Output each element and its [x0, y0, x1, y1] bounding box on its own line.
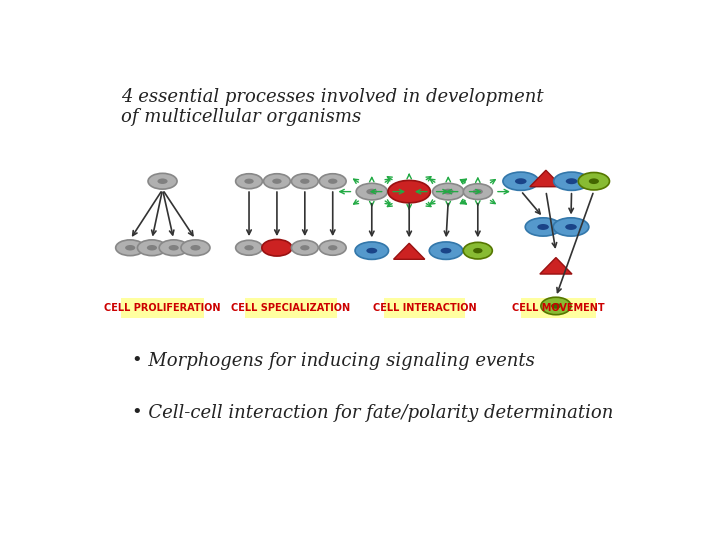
Polygon shape: [394, 244, 425, 259]
Ellipse shape: [168, 245, 179, 251]
Ellipse shape: [190, 245, 201, 251]
Ellipse shape: [356, 183, 387, 200]
Ellipse shape: [463, 242, 492, 259]
Text: CELL PROLIFERATION: CELL PROLIFERATION: [104, 303, 221, 313]
Ellipse shape: [116, 240, 145, 255]
Ellipse shape: [433, 183, 464, 200]
Ellipse shape: [125, 245, 135, 251]
Ellipse shape: [578, 172, 610, 190]
FancyBboxPatch shape: [245, 298, 337, 318]
Ellipse shape: [473, 248, 482, 253]
Text: 4 essential processes involved in development: 4 essential processes involved in develo…: [121, 87, 544, 106]
Ellipse shape: [566, 178, 577, 184]
Ellipse shape: [300, 245, 310, 251]
Text: CELL MOVEMENT: CELL MOVEMENT: [513, 303, 605, 313]
Ellipse shape: [138, 240, 166, 255]
FancyBboxPatch shape: [521, 298, 596, 318]
Ellipse shape: [388, 180, 431, 203]
Ellipse shape: [537, 224, 549, 230]
Polygon shape: [530, 170, 562, 187]
Ellipse shape: [443, 188, 454, 194]
Ellipse shape: [541, 297, 571, 315]
Ellipse shape: [328, 179, 338, 184]
FancyBboxPatch shape: [121, 298, 204, 318]
Ellipse shape: [292, 240, 318, 255]
Ellipse shape: [320, 240, 346, 255]
Ellipse shape: [320, 174, 346, 188]
Text: of multicellular organisms: of multicellular organisms: [121, 109, 361, 126]
Ellipse shape: [554, 172, 590, 191]
Text: • Cell-cell interaction for fate/polarity determination: • Cell-cell interaction for fate/polarit…: [132, 404, 613, 422]
Ellipse shape: [441, 248, 451, 253]
Ellipse shape: [551, 303, 561, 309]
Ellipse shape: [235, 240, 262, 255]
Ellipse shape: [264, 174, 290, 188]
FancyBboxPatch shape: [384, 298, 465, 318]
Ellipse shape: [526, 218, 561, 236]
Ellipse shape: [589, 178, 599, 184]
Ellipse shape: [515, 178, 526, 184]
Text: • Morphogens for inducing signaling events: • Morphogens for inducing signaling even…: [132, 352, 535, 370]
Ellipse shape: [181, 240, 210, 255]
Ellipse shape: [366, 248, 377, 253]
Ellipse shape: [272, 179, 282, 184]
Ellipse shape: [147, 245, 157, 251]
Ellipse shape: [148, 173, 177, 189]
Ellipse shape: [292, 174, 318, 188]
Ellipse shape: [300, 179, 310, 184]
Ellipse shape: [328, 245, 338, 251]
Ellipse shape: [355, 242, 389, 259]
Ellipse shape: [244, 179, 253, 184]
Ellipse shape: [159, 240, 188, 255]
Ellipse shape: [429, 242, 463, 259]
Ellipse shape: [463, 184, 492, 199]
Ellipse shape: [244, 245, 253, 251]
Ellipse shape: [503, 172, 539, 191]
Text: CELL SPECIALIZATION: CELL SPECIALIZATION: [231, 303, 351, 313]
Text: CELL INTERACTION: CELL INTERACTION: [373, 303, 477, 313]
Ellipse shape: [235, 174, 262, 188]
Ellipse shape: [565, 224, 577, 230]
Ellipse shape: [473, 189, 483, 194]
Ellipse shape: [553, 218, 589, 236]
Ellipse shape: [366, 188, 377, 194]
Polygon shape: [540, 258, 572, 274]
Ellipse shape: [262, 239, 292, 256]
Ellipse shape: [158, 178, 168, 184]
